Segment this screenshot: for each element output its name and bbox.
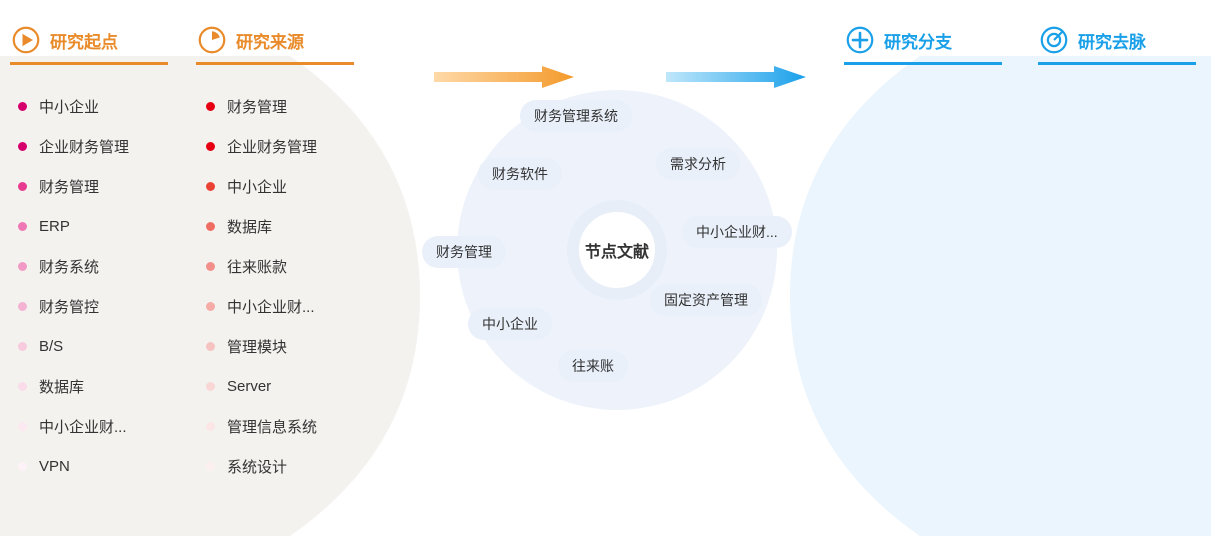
- column-start: 中小企业企业财务管理财务管理 ERP 财务系统财务管控 B/S 数据库中小企业财... V…: [18, 86, 188, 486]
- header-label: 研究来源: [236, 28, 304, 53]
- list-item[interactable]: 企业财务管理: [206, 126, 376, 166]
- keyword-chip[interactable]: 财务管理: [422, 236, 506, 268]
- bullet-icon: [18, 342, 27, 351]
- list-item[interactable]: 中小企业财...: [18, 406, 188, 446]
- list-item[interactable]: VPN: [18, 446, 188, 486]
- bullet-icon: [18, 182, 27, 191]
- list-item-label: 财务管理: [227, 96, 287, 117]
- keyword-chip[interactable]: 往来账: [558, 350, 628, 382]
- list-item-label: 往来账款: [227, 256, 287, 277]
- bullet-icon: [18, 222, 27, 231]
- list-item-label: 中小企业财...: [227, 296, 315, 317]
- rule-2: [844, 62, 1002, 65]
- bullet-icon: [18, 102, 27, 111]
- bullet-icon: [206, 462, 215, 471]
- keyword-chip[interactable]: 财务管理系统: [520, 100, 632, 132]
- list-item[interactable]: 管理模块: [206, 326, 376, 366]
- list-item-label: 中小企业: [227, 176, 287, 197]
- list-item[interactable]: B/S: [18, 326, 188, 366]
- list-item[interactable]: 财务管控: [18, 286, 188, 326]
- bullet-icon: [206, 382, 215, 391]
- rule-0: [10, 62, 168, 65]
- list-item[interactable]: Server: [206, 366, 376, 406]
- list-item-label: 企业财务管理: [227, 136, 317, 157]
- list-item-label: 财务管控: [39, 296, 99, 317]
- list-item[interactable]: 系统设计: [206, 446, 376, 486]
- center-cluster: 节点文献 财务管理系统财务软件 需求分析财务管理 中小企业财... 中小企业 固定资产管…: [382, 40, 852, 520]
- list-item[interactable]: 财务管理: [18, 166, 188, 206]
- keyword-chip[interactable]: 中小企业: [468, 308, 552, 340]
- rule-3: [1038, 62, 1196, 65]
- target-icon: [1040, 26, 1068, 54]
- core-label: 节点文献: [585, 238, 649, 262]
- list-item[interactable]: 中小企业: [18, 86, 188, 126]
- bullet-icon: [206, 422, 215, 431]
- header-source[interactable]: 研究来源: [198, 26, 304, 62]
- list-item[interactable]: 管理信息系统: [206, 406, 376, 446]
- bullet-icon: [18, 302, 27, 311]
- header-branch[interactable]: 研究分支: [846, 26, 952, 62]
- list-item[interactable]: ERP: [18, 206, 188, 246]
- bullet-icon: [206, 342, 215, 351]
- bullet-icon: [18, 462, 27, 471]
- header-dest[interactable]: 研究去脉: [1040, 26, 1146, 62]
- header-label: 研究分支: [884, 28, 952, 53]
- bullet-icon: [18, 142, 27, 151]
- list-item[interactable]: 企业财务管理: [18, 126, 188, 166]
- bullet-icon: [206, 142, 215, 151]
- core-node[interactable]: 节点文献: [567, 200, 667, 300]
- list-item-label: 财务管理: [39, 176, 99, 197]
- rule-1: [196, 62, 354, 65]
- list-item-label: B/S: [39, 338, 63, 355]
- list-item-label: VPN: [39, 458, 70, 475]
- bullet-icon: [18, 422, 27, 431]
- list-item[interactable]: 财务管理: [206, 86, 376, 126]
- bullet-icon: [206, 102, 215, 111]
- list-item-label: 管理模块: [227, 336, 287, 357]
- diagram-root: 研究起点 研究来源 研究分支 研究去脉 中小企业企业财务管理财务管理ERP财务系…: [0, 0, 1211, 556]
- header-label: 研究去脉: [1078, 28, 1146, 53]
- list-item-label: 财务系统: [39, 256, 99, 277]
- list-item[interactable]: 财务系统: [18, 246, 188, 286]
- list-item[interactable]: 往来账款: [206, 246, 376, 286]
- clock-icon: [198, 26, 226, 54]
- bullet-icon: [206, 262, 215, 271]
- bullet-icon: [206, 302, 215, 311]
- header-label: 研究起点: [50, 28, 118, 53]
- list-item-label: ERP: [39, 218, 70, 235]
- list-item-label: 系统设计: [227, 456, 287, 477]
- list-item-label: 企业财务管理: [39, 136, 129, 157]
- list-item[interactable]: 中小企业财...: [206, 286, 376, 326]
- list-item-label: 管理信息系统: [227, 416, 317, 437]
- bullet-icon: [18, 262, 27, 271]
- bullet-icon: [18, 382, 27, 391]
- list-item-label: 中小企业: [39, 96, 99, 117]
- column-source: 财务管理企业财务管理中小企业数据库往来账款中小企业财... 管理模块 Server 管…: [206, 86, 376, 486]
- list-item-label: 数据库: [39, 376, 84, 397]
- keyword-chip[interactable]: 固定资产管理: [650, 284, 762, 316]
- list-item[interactable]: 数据库: [18, 366, 188, 406]
- list-item-label: 中小企业财...: [39, 416, 127, 437]
- list-item-label: Server: [227, 378, 271, 395]
- play-icon: [12, 26, 40, 54]
- right-lobe: [790, 56, 1211, 536]
- bullet-icon: [206, 182, 215, 191]
- keyword-chip[interactable]: 财务软件: [478, 158, 562, 190]
- list-item[interactable]: 中小企业: [206, 166, 376, 206]
- list-item-label: 数据库: [227, 216, 272, 237]
- header-start[interactable]: 研究起点: [12, 26, 118, 62]
- keyword-chip[interactable]: 中小企业财...: [682, 216, 792, 248]
- list-item[interactable]: 数据库: [206, 206, 376, 246]
- keyword-chip[interactable]: 需求分析: [656, 148, 740, 180]
- bullet-icon: [206, 222, 215, 231]
